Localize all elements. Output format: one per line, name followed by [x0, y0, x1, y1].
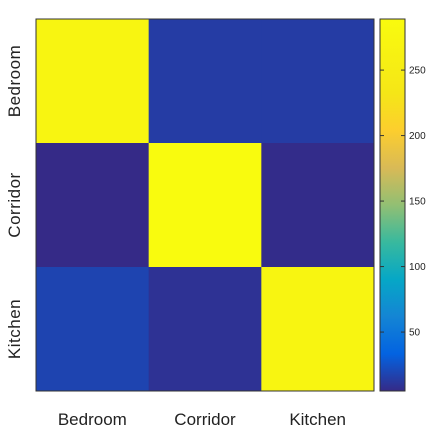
heatmap-cell-bedroom-bedroom	[36, 19, 150, 144]
colorbar-gradient	[379, 18, 406, 392]
plot-frame	[35, 18, 375, 392]
y-tick-label-kitchen: Kitchen	[5, 299, 24, 359]
colorbar-tick-label: 150	[409, 197, 426, 208]
heatmap-cell-kitchen-corridor	[148, 267, 262, 392]
heatmap-cell-corridor-kitchen	[261, 143, 375, 268]
heatmap-cells	[36, 19, 375, 392]
heatmap-cell-kitchen-bedroom	[36, 267, 150, 392]
x-tick-label-bedroom: Bedroom	[58, 410, 127, 429]
colorbar-tick-label: 250	[409, 66, 426, 77]
heatmap-cell-bedroom-kitchen	[261, 19, 375, 144]
colorbar-tick-label: 100	[409, 262, 426, 273]
y-tick-labels: Bedroom Corridor Kitchen	[5, 45, 24, 359]
heatmap-cell-corridor-bedroom	[36, 143, 150, 268]
heatmap-cell-kitchen-kitchen	[261, 267, 375, 392]
x-tick-labels: Bedroom Corridor Kitchen	[58, 410, 346, 429]
heatmap-cell-bedroom-corridor	[148, 19, 262, 144]
colorbar-ticks: 50 100 150 200 250	[380, 66, 426, 339]
colorbar-tick-label: 200	[409, 131, 426, 142]
colorbar-tick-label: 50	[409, 328, 421, 339]
y-tick-label-corridor: Corridor	[5, 172, 24, 237]
x-tick-label-corridor: Corridor	[174, 410, 236, 429]
y-tick-label-bedroom: Bedroom	[5, 45, 24, 117]
x-tick-label-kitchen: Kitchen	[289, 410, 346, 429]
heatmap-cell-corridor-corridor	[148, 143, 262, 268]
